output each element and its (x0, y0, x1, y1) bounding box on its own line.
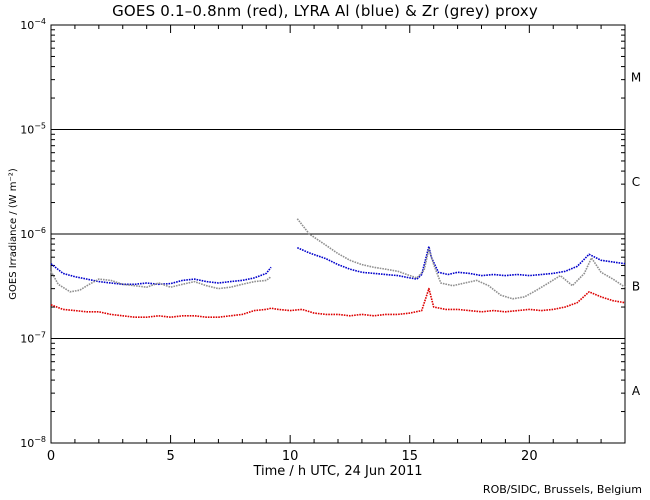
chart-title: GOES 0.1–0.8nm (red), LYRA Al (blue) & Z… (112, 2, 538, 20)
series-lyra-zr-line (50, 218, 626, 300)
series-goes-0-1-0-8nm-line (50, 287, 626, 318)
x-tick-label: 15 (401, 449, 418, 464)
flare-class-label: C (632, 175, 640, 189)
y-tick-label: 10−4 (20, 17, 46, 32)
x-tick-label: 5 (166, 449, 174, 464)
series-lyra-al-line (50, 245, 626, 286)
flare-class-label: A (632, 384, 641, 398)
y-tick-label: 10−5 (20, 122, 46, 137)
x-tick-label: 20 (521, 449, 538, 464)
y-tick-label: 10−7 (20, 331, 46, 346)
flare-class-label: B (632, 280, 640, 294)
x-tick-label: 0 (47, 449, 55, 464)
x-tick-label: 10 (282, 449, 299, 464)
y-tick-label: 10−8 (20, 435, 46, 450)
flare-class-label: M (631, 71, 641, 85)
x-axis-label: Time / h UTC, 24 Jun 2011 (252, 464, 422, 479)
y-tick-label: 10−6 (20, 226, 46, 241)
y-axis-label: GOES Irradiance / (W m⁻²) (8, 168, 19, 300)
credit-text: ROB/SIDC, Brussels, Belgium (482, 483, 642, 496)
